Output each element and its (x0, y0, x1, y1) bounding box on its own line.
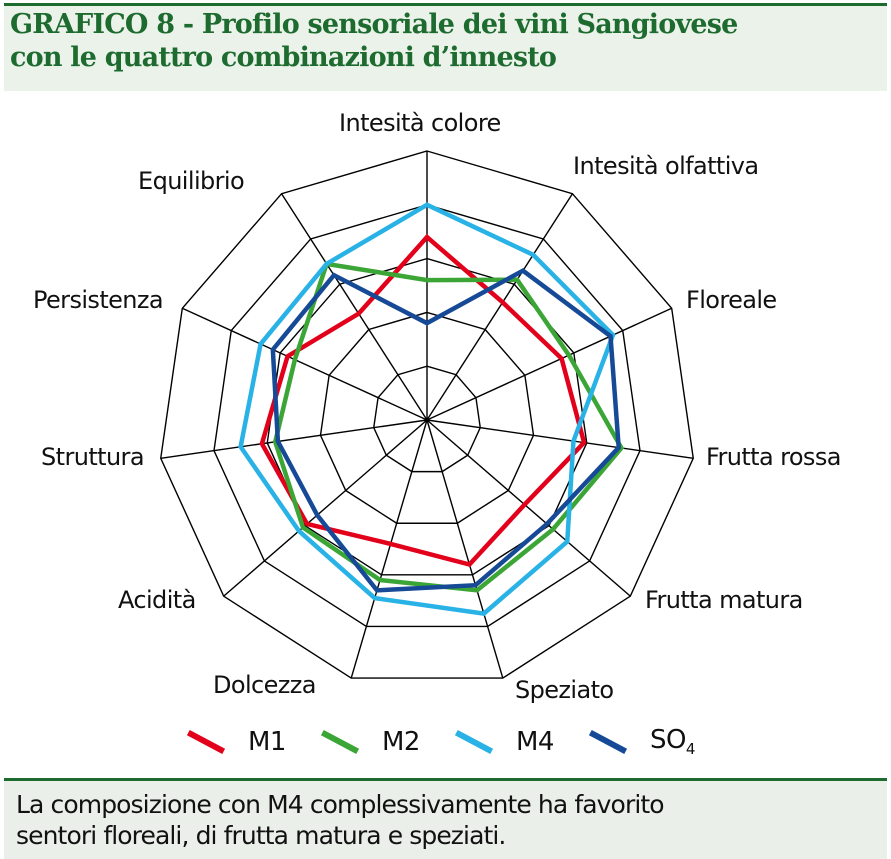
legend-item-m2: M2 (320, 727, 420, 757)
radar-plot-area (160, 150, 694, 679)
grid-ring (213, 204, 641, 628)
grid-spoke (182, 307, 428, 421)
chart-header: GRAFICO 8 - Profilo sensoriale dei vini … (4, 3, 887, 91)
series-line-m4 (238, 202, 616, 616)
axis-label: Frutta rossa (706, 443, 841, 471)
chart-title: GRAFICO 8 - Profilo sensoriale dei vini … (10, 8, 738, 74)
legend-label: SO4 (649, 725, 696, 759)
chart-title-line-1: GRAFICO 8 - Profilo sensoriale dei vini … (10, 9, 738, 40)
axis-label: Intesità colore (339, 109, 501, 137)
series-line-so4 (270, 267, 622, 593)
axis-label: Intesità olfattiva (573, 152, 759, 180)
grid-spoke (426, 419, 631, 597)
legend-label: M1 (248, 727, 286, 757)
legend-item-so4: SO4 (588, 725, 696, 759)
legend-swatch-icon (186, 729, 226, 755)
legend-item-m1: M1 (186, 727, 286, 757)
grid-ring (373, 365, 481, 473)
axis-label: Equilibrio (138, 167, 245, 195)
grid-ring (160, 150, 694, 679)
legend-label: M2 (381, 727, 420, 757)
grid-spoke (223, 419, 428, 597)
legend-swatch-icon (588, 729, 628, 755)
chart-caption: La composizione con M4 complessivamente … (16, 789, 876, 851)
legend-item-m4: M4 (454, 727, 554, 757)
grid-spoke (160, 419, 428, 459)
caption-line-2: sentori floreali, di frutta matura e spe… (16, 821, 506, 850)
axis-label: Floreale (686, 286, 777, 314)
legend-swatch-icon (320, 729, 360, 755)
legend-label: M4 (515, 727, 554, 757)
series-line-m2 (272, 261, 625, 593)
chart-caption-box: La composizione con M4 complessivamente … (4, 778, 887, 859)
axis-label: Persistenza (33, 286, 164, 314)
legend-swatch-icon (454, 729, 494, 755)
axis-label: Acidità (118, 586, 196, 614)
grid-spoke (426, 193, 574, 421)
axis-label: Frutta matura (645, 586, 803, 614)
grid-ring (266, 257, 588, 576)
grid-spoke (426, 419, 694, 459)
axis-label: Struttura (41, 443, 145, 471)
radar-chart: Intesità colore Intesità olfattiva Floreal… (0, 95, 891, 775)
grid-spoke (426, 307, 672, 421)
caption-line-1: La composizione con M4 complessivamente … (16, 790, 665, 819)
chart-legend: M1 M2 M4 SO4 (186, 722, 729, 762)
grid-spoke (350, 419, 428, 679)
chart-title-line-2: con le quattro combinazioni d’innesto (10, 42, 557, 73)
axis-label: Dolcezza (213, 671, 317, 699)
axis-label: Speziato (515, 676, 614, 704)
grid-ring (319, 311, 535, 524)
grid-spoke (426, 419, 504, 679)
grid-spoke (280, 193, 428, 421)
